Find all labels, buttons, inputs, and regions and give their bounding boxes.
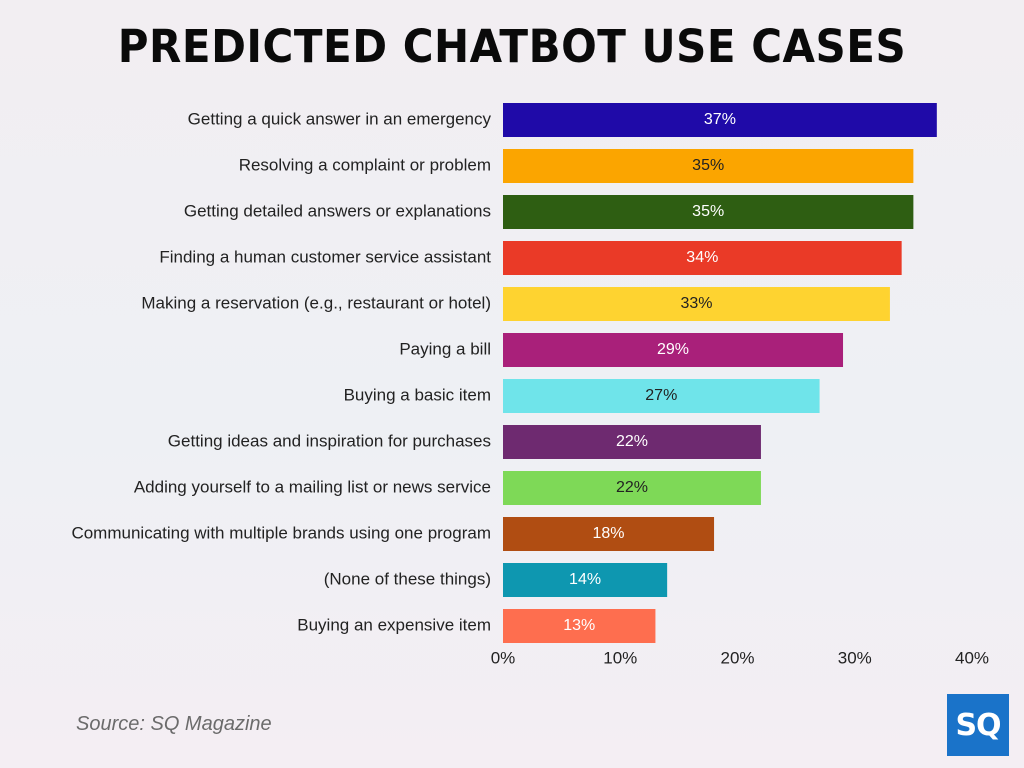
category-label: Buying an expensive item	[297, 615, 491, 634]
bar-value-label: 18%	[593, 525, 625, 542]
category-label: Communicating with multiple brands using…	[71, 523, 491, 542]
bar	[503, 425, 761, 459]
category-label: Resolving a complaint or problem	[239, 155, 491, 174]
bar-value-label: 29%	[657, 341, 689, 358]
bar	[503, 241, 902, 275]
bar	[503, 195, 914, 229]
bar-value-label: 35%	[692, 203, 724, 220]
category-label: Making a reservation (e.g., restaurant o…	[141, 293, 491, 312]
source-note: Source: SQ Magazine	[76, 713, 272, 735]
category-label: Getting a quick answer in an emergency	[188, 109, 492, 128]
bar-value-label: 33%	[680, 295, 712, 312]
category-label: Buying a basic item	[344, 385, 491, 404]
bar-value-label: 22%	[616, 479, 648, 496]
category-label: Finding a human customer service assista…	[159, 247, 491, 266]
x-tick-label: 30%	[838, 648, 872, 667]
bar	[503, 517, 715, 551]
bar-value-label: 13%	[563, 617, 595, 634]
bar-value-label: 14%	[569, 571, 601, 588]
bar-value-label: 22%	[616, 433, 648, 450]
category-label: Adding yourself to a mailing list or new…	[134, 477, 491, 496]
bar-value-label: 35%	[692, 157, 724, 174]
bar	[503, 471, 761, 505]
bar-value-label: 27%	[645, 387, 677, 404]
category-label: Getting detailed answers or explanations	[184, 201, 491, 220]
chart-title: PREDICTED CHATBOT USE CASES	[117, 20, 907, 73]
category-label: Getting ideas and inspiration for purcha…	[168, 431, 491, 450]
x-tick-label: 40%	[955, 648, 989, 667]
category-label: (None of these things)	[324, 569, 491, 588]
x-tick-label: 0%	[491, 648, 516, 667]
bar	[503, 563, 668, 597]
bar	[503, 609, 656, 643]
category-label: Paying a bill	[399, 339, 491, 358]
sq-logo: SQ	[947, 694, 1009, 756]
bar	[503, 287, 890, 321]
x-tick-label: 10%	[603, 648, 637, 667]
bar	[503, 103, 937, 137]
bar-value-label: 34%	[686, 249, 718, 266]
bar	[503, 333, 844, 367]
bar	[503, 379, 820, 413]
x-tick-label: 20%	[720, 648, 754, 667]
bar-value-label: 37%	[704, 111, 736, 128]
bar	[503, 149, 914, 183]
